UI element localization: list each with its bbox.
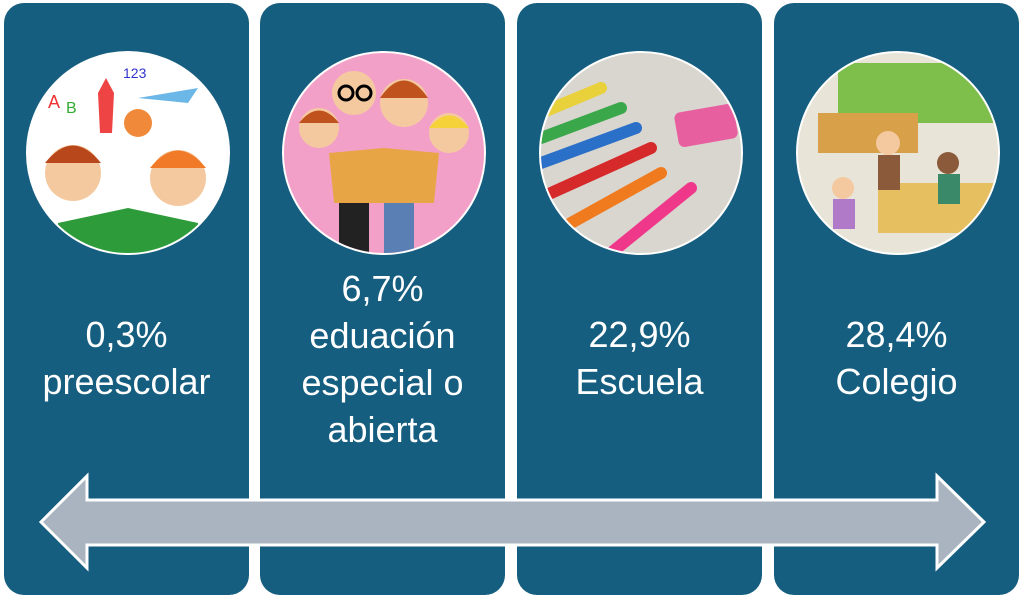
percent-value: 6,7% [341,268,424,309]
panel-text: 28,4% Colegio [774,311,1019,405]
panel-colegio: 28,4% Colegio [774,3,1019,595]
panel-text: 22,9% Escuela [517,311,762,405]
category-label: Escuela [575,361,704,402]
category-label: especial o [301,362,464,403]
children-reading-image: A B 123 [26,51,230,255]
panel-text: 6,7% eduación especial o abierta [260,265,505,453]
percent-value: 0,3% [85,314,168,355]
svg-text:B: B [66,100,77,117]
family-reading-image [282,51,486,255]
category-label: eduación [309,315,456,356]
svg-text:A: A [48,92,60,112]
svg-text:123: 123 [123,65,147,81]
classroom-image [796,51,1000,255]
category-label: Colegio [835,361,958,402]
panel-escuela: 22,9% Escuela [517,3,762,595]
percent-value: 28,4% [845,314,948,355]
panel-educacion-especial: 6,7% eduación especial o abierta [260,3,505,595]
percent-value: 22,9% [588,314,691,355]
colored-pencils-image [539,51,743,255]
category-label: abierta [327,409,438,450]
panel-text: 0,3% preescolar [4,311,249,405]
panel-preescolar: A B 123 0,3% preescolar [4,3,249,595]
category-label: preescolar [42,361,211,402]
